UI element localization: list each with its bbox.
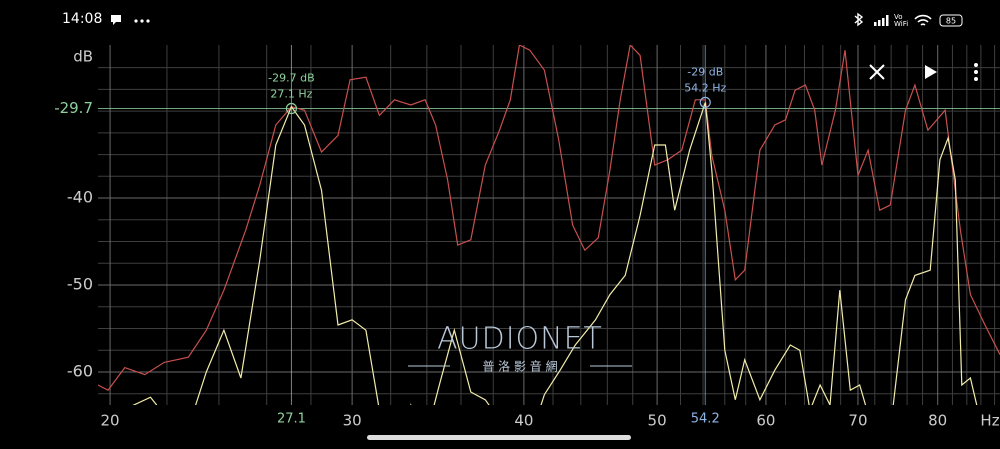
- watermark-title: AUDIONET: [437, 322, 603, 357]
- watermark-subtitle: 普 洛 影 音 網: [482, 359, 557, 374]
- x-tick-label: 50: [648, 412, 667, 430]
- spectrum-line: [132, 102, 978, 405]
- battery-level: 85: [946, 17, 956, 26]
- clock: 14:08: [62, 11, 103, 27]
- spectrum-line: [98, 45, 1000, 391]
- cursor-hz-label: 54.2 Hz: [684, 81, 726, 94]
- cursor-x-label: 54.2: [691, 412, 720, 427]
- status-bar: 14:08 Vo WiFi 85: [0, 0, 1000, 40]
- x-tick-label: 80: [928, 412, 947, 430]
- x-tick-label: 20: [101, 412, 120, 430]
- cursor-db-label: -29 dB: [687, 65, 723, 78]
- y-axis-label: dB: [73, 48, 93, 66]
- more-button[interactable]: [974, 63, 978, 81]
- cursor-db-label: -29.7 dB: [268, 71, 315, 84]
- cursor-x-label: 27.1: [277, 412, 306, 427]
- cursor-marker: [285, 102, 298, 115]
- notification-icons: [111, 15, 150, 25]
- play-button[interactable]: [925, 65, 937, 79]
- home-indicator: [367, 435, 631, 440]
- x-tick-label: 30: [343, 412, 362, 430]
- x-tick-label: 70: [848, 412, 867, 430]
- cursor-marker: [699, 96, 711, 108]
- network-label: WiFi: [894, 20, 908, 28]
- x-axis-label: Hz: [980, 412, 999, 430]
- cursor-hz-label: 27.1 Hz: [270, 87, 312, 100]
- x-tick-label: 60: [756, 412, 775, 430]
- y-tick-label: -60: [67, 361, 93, 380]
- y-tick-label: -50: [67, 275, 93, 294]
- close-button[interactable]: [869, 64, 885, 80]
- y-tick-label: -40: [67, 188, 93, 207]
- network-label: Vo: [894, 13, 903, 21]
- system-icons: Vo WiFi 85: [854, 12, 963, 28]
- x-tick-label: 40: [514, 412, 533, 430]
- cursor-level-label: -29.7: [54, 99, 93, 117]
